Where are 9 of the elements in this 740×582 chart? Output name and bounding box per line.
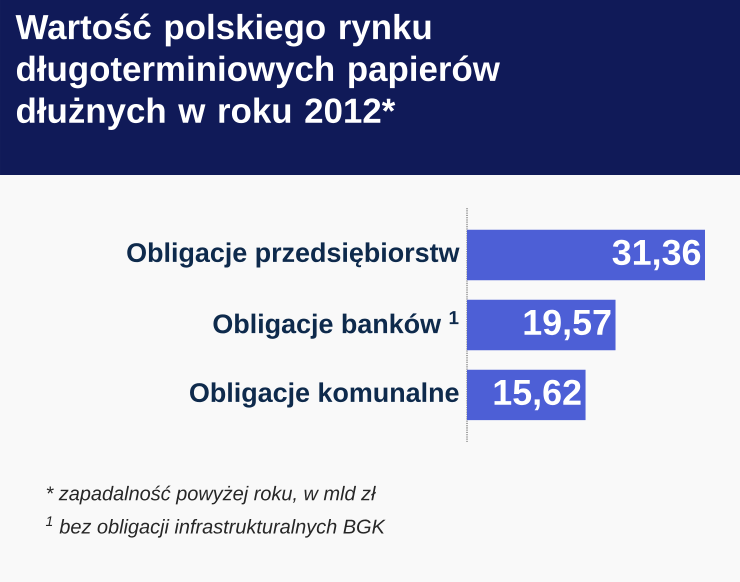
data-label: 31,36 <box>612 240 700 270</box>
data-label: 15,62 <box>494 380 581 410</box>
data-label: 19,57 <box>524 310 610 340</box>
text: * zapadalność powyżej roku, w mld zł <box>46 486 376 504</box>
y-tick-label: Obligacje przedsiębiorstw <box>127 242 460 268</box>
chart-title: Wartość polskiego rynku długoterminiowych papierów dłużnych w roku 2012* <box>16 14 500 130</box>
y-tick-label: Obligacje komunalne <box>190 382 459 408</box>
text: $^{1}$ bez obligacji infrastrukturalnych BGK <box>46 516 386 538</box>
y-tick-label: Obligacje banków $^{1}$ <box>213 311 458 339</box>
